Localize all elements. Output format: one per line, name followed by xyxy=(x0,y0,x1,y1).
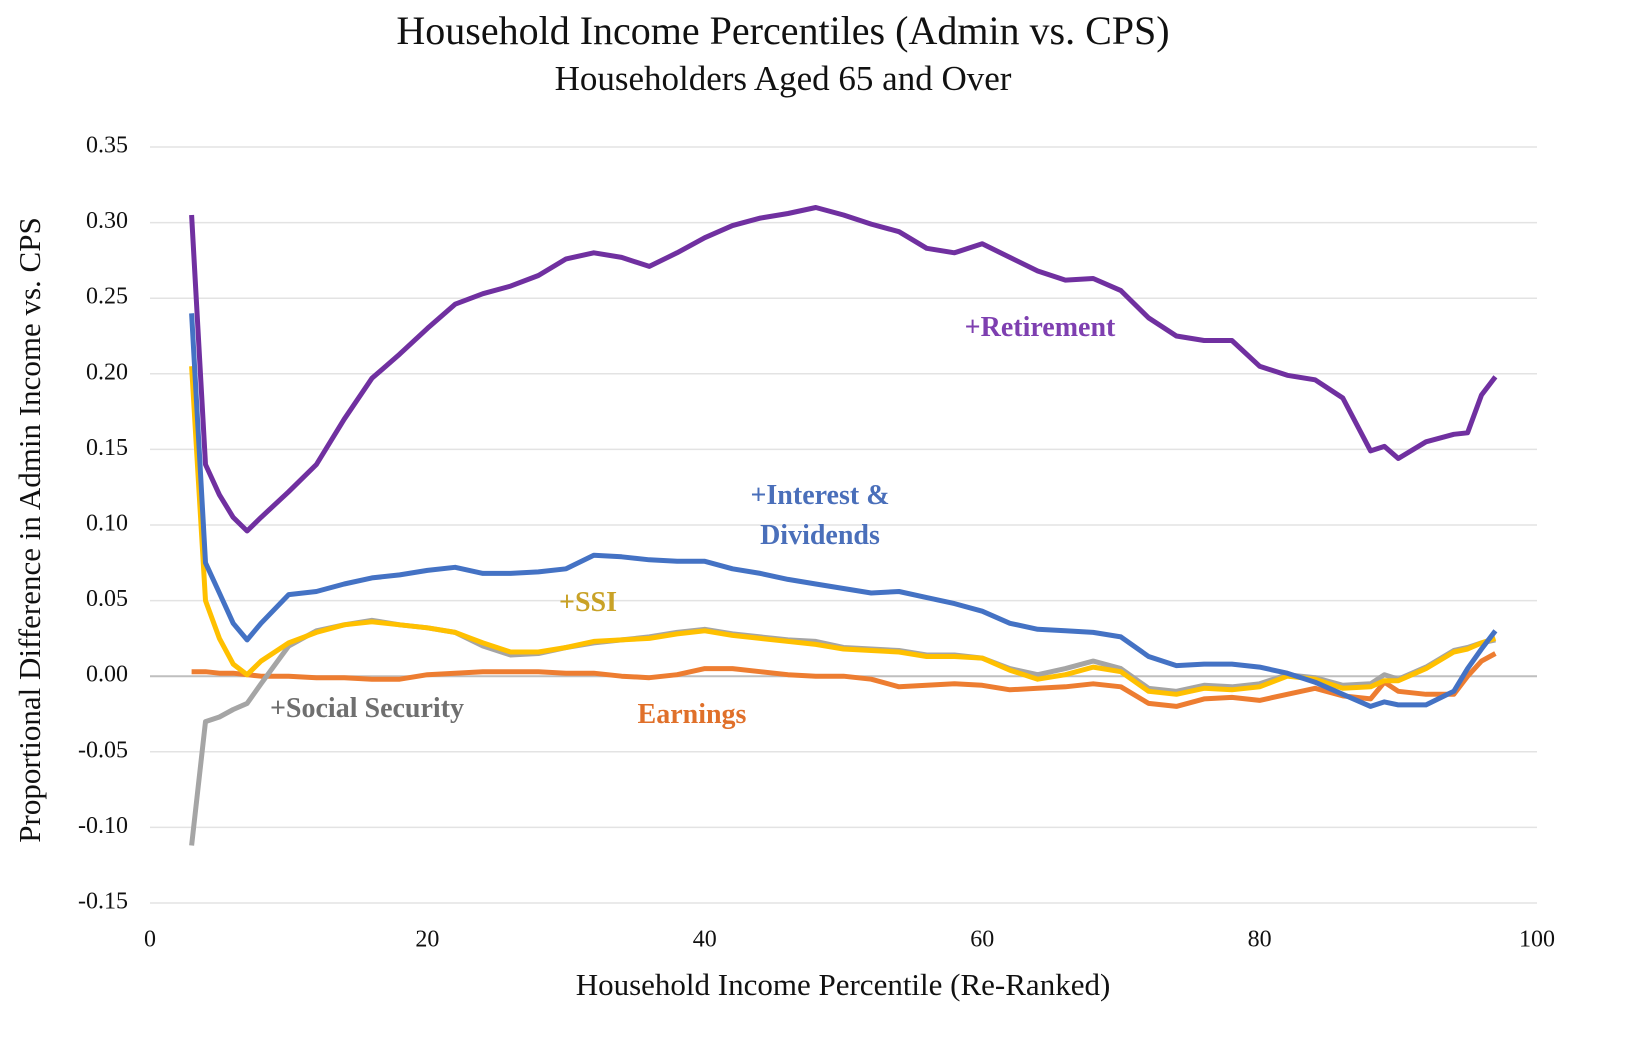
x-tick-label: 0 xyxy=(144,927,156,953)
y-tick-label: -0.05 xyxy=(78,737,128,763)
series-label: +Interest & Dividends xyxy=(750,480,890,551)
chart-subtitle: Householders Aged 65 and Over xyxy=(555,59,1012,98)
x-tick-label: 60 xyxy=(970,927,994,953)
series-line xyxy=(189,617,1496,846)
y-tick-label: 0.00 xyxy=(86,662,128,688)
x-tick-label: 20 xyxy=(415,927,439,953)
x-axis-title: Household Income Percentile (Re-Ranked) xyxy=(576,967,1111,1002)
series-line xyxy=(189,205,1498,534)
series-line xyxy=(189,366,1497,697)
y-tick-label: 0.15 xyxy=(86,435,128,461)
series-label: +Retirement xyxy=(964,312,1116,343)
series-line xyxy=(191,651,1497,709)
y-tick-label: 0.30 xyxy=(86,208,128,234)
x-tick-label: 80 xyxy=(1248,927,1272,953)
x-tick-label: 100 xyxy=(1519,927,1555,953)
y-tick-label: 0.35 xyxy=(86,133,128,159)
series-line xyxy=(189,313,1498,709)
y-tick-label: 0.05 xyxy=(86,586,128,612)
y-axis-title: Proportional Difference in Admin Income … xyxy=(12,217,47,842)
y-tick-label: -0.15 xyxy=(78,889,128,915)
series-label: +Social Security xyxy=(269,693,465,724)
chart-title: Household Income Percentiles (Admin vs. … xyxy=(396,8,1169,53)
y-tick-label: 0.25 xyxy=(86,284,128,310)
series-label: Earnings xyxy=(637,699,747,730)
y-tick-label: 0.10 xyxy=(86,511,128,537)
y-tick-label: 0.20 xyxy=(86,359,128,385)
x-tick-label: 40 xyxy=(693,927,717,953)
y-tick-label: -0.10 xyxy=(78,813,128,839)
series-label: +SSI xyxy=(559,587,617,618)
